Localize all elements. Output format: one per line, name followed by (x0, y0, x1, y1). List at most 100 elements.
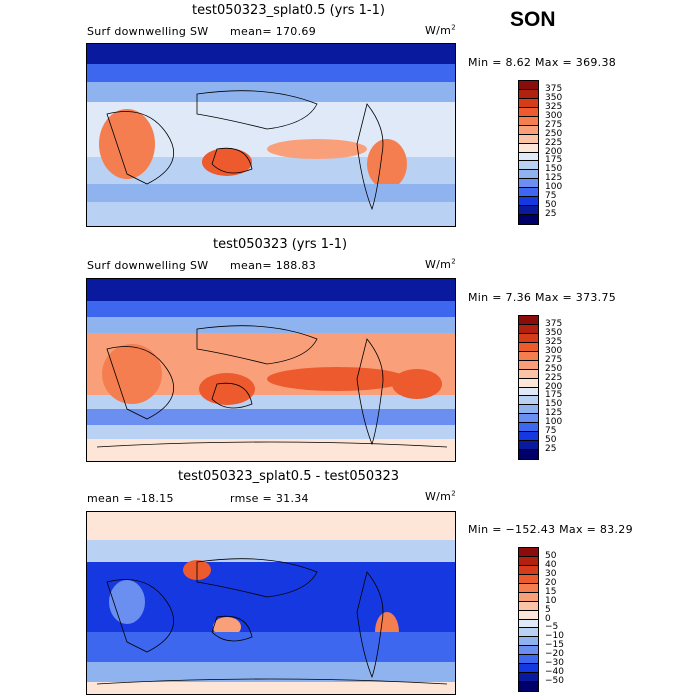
colorbar-tick-label: 300 (545, 345, 563, 356)
colorbar-segment (519, 125, 538, 135)
panel-3-title: test050323_splat0.5 - test050323 (178, 469, 400, 484)
panel-3-rmse: rmse = 31.34 (230, 492, 309, 505)
colorbar-segment (519, 316, 538, 325)
colorbar-tick-label: 25 (545, 209, 557, 220)
colorbar-tick-label: 300 (545, 110, 563, 121)
panel-3-colorbar (518, 547, 539, 692)
panel-3-units: W/m2 (425, 489, 456, 503)
colorbar-tick-label: 5 (545, 604, 551, 615)
colorbar-tick-label: 50 (545, 435, 557, 446)
colorbar-tick-label: 15 (545, 586, 557, 597)
colorbar-segment (519, 574, 538, 584)
colorbar-segment (519, 673, 538, 683)
colorbar-segment (519, 215, 538, 224)
panel-2-variable: Surf downwelling SW (87, 259, 209, 272)
colorbar-tick-label: 20 (545, 577, 557, 588)
colorbar-segment (519, 197, 538, 207)
colorbar-segment (519, 89, 538, 99)
colorbar-tick-label: −15 (545, 640, 564, 651)
colorbar-tick-label: −50 (545, 676, 564, 687)
colorbar-segment (519, 98, 538, 108)
colorbar-segment (519, 646, 538, 656)
colorbar-segment (519, 378, 538, 388)
colorbar-tick-label: 175 (545, 390, 563, 401)
colorbar-segment (519, 333, 538, 343)
panel-1-map (86, 43, 456, 227)
panel-3-minmax: Min = −152.43 Max = 83.29 (468, 523, 633, 536)
colorbar-tick-label: 40 (545, 559, 557, 570)
panel-3-map (86, 511, 456, 695)
colorbar-segment (519, 324, 538, 334)
colorbar-segment (519, 619, 538, 629)
panel-1-minmax: Min = 8.62 Max = 369.38 (468, 56, 617, 69)
panel-2-colorbar (518, 315, 539, 460)
colorbar-segment (519, 601, 538, 611)
panel-2-title: test050323 (yrs 1-1) (213, 237, 348, 252)
colorbar-tick-label: −10 (545, 631, 564, 642)
colorbar-tick-label: 225 (545, 137, 563, 148)
colorbar-tick-label: 275 (545, 119, 563, 130)
colorbar-tick-label: 50 (545, 200, 557, 211)
colorbar-tick-label: 150 (545, 399, 563, 410)
colorbar-tick-label: 125 (545, 173, 563, 184)
colorbar-tick-label: −20 (545, 649, 564, 660)
colorbar-tick-label: 100 (545, 417, 563, 428)
colorbar-tick-label: −5 (545, 622, 559, 633)
colorbar-tick-label: 0 (545, 613, 551, 624)
panel-1-colorbar (518, 80, 539, 225)
colorbar-tick-label: 250 (545, 128, 563, 139)
colorbar-tick-label: 125 (545, 408, 563, 419)
colorbar-segment (519, 351, 538, 361)
colorbar-segment (519, 134, 538, 144)
panel-2-map (86, 278, 456, 462)
colorbar-tick-label: 225 (545, 372, 563, 383)
colorbar-segment (519, 116, 538, 126)
colorbar-segment (519, 188, 538, 198)
colorbar-tick-label: 100 (545, 182, 563, 193)
panel-1-mean: mean= 170.69 (230, 25, 316, 38)
colorbar-tick-label: −40 (545, 667, 564, 678)
colorbar-segment (519, 610, 538, 620)
colorbar-segment (519, 592, 538, 602)
colorbar-segment (519, 628, 538, 638)
colorbar-tick-label: 175 (545, 155, 563, 166)
colorbar-segment (519, 414, 538, 424)
colorbar-segment (519, 360, 538, 370)
colorbar-segment (519, 664, 538, 674)
colorbar-segment (519, 152, 538, 162)
colorbar-tick-label: 30 (545, 568, 557, 579)
colorbar-segment (519, 206, 538, 216)
colorbar-segment (519, 405, 538, 415)
colorbar-segment (519, 342, 538, 352)
colorbar-segment (519, 450, 538, 459)
colorbar-tick-label: 75 (545, 426, 557, 437)
colorbar-segment (519, 583, 538, 593)
colorbar-tick-label: 50 (545, 550, 557, 561)
colorbar-segment (519, 369, 538, 379)
colorbar-tick-label: −30 (545, 658, 564, 669)
colorbar-segment (519, 637, 538, 647)
colorbar-tick-label: 75 (545, 191, 557, 202)
season-label: SON (510, 8, 556, 31)
colorbar-segment (519, 143, 538, 153)
colorbar-segment (519, 387, 538, 397)
panel-1-variable: Surf downwelling SW (87, 25, 209, 38)
colorbar-segment (519, 423, 538, 433)
panel-1-title: test050323_splat0.5 (yrs 1-1) (192, 3, 385, 18)
colorbar-tick-label: 25 (545, 444, 557, 455)
colorbar-segment (519, 441, 538, 451)
colorbar-tick-label: 150 (545, 164, 563, 175)
colorbar-segment (519, 548, 538, 557)
colorbar-segment (519, 170, 538, 180)
colorbar-segment (519, 655, 538, 665)
colorbar-segment (519, 682, 538, 691)
colorbar-tick-label: 10 (545, 595, 557, 606)
colorbar-tick-label: 375 (545, 83, 563, 94)
colorbar-tick-label: 350 (545, 327, 563, 338)
colorbar-tick-label: 350 (545, 92, 563, 103)
colorbar-segment (519, 396, 538, 406)
colorbar-segment (519, 161, 538, 171)
colorbar-segment (519, 556, 538, 566)
panel-2-units: W/m2 (425, 257, 456, 271)
colorbar-segment (519, 179, 538, 189)
